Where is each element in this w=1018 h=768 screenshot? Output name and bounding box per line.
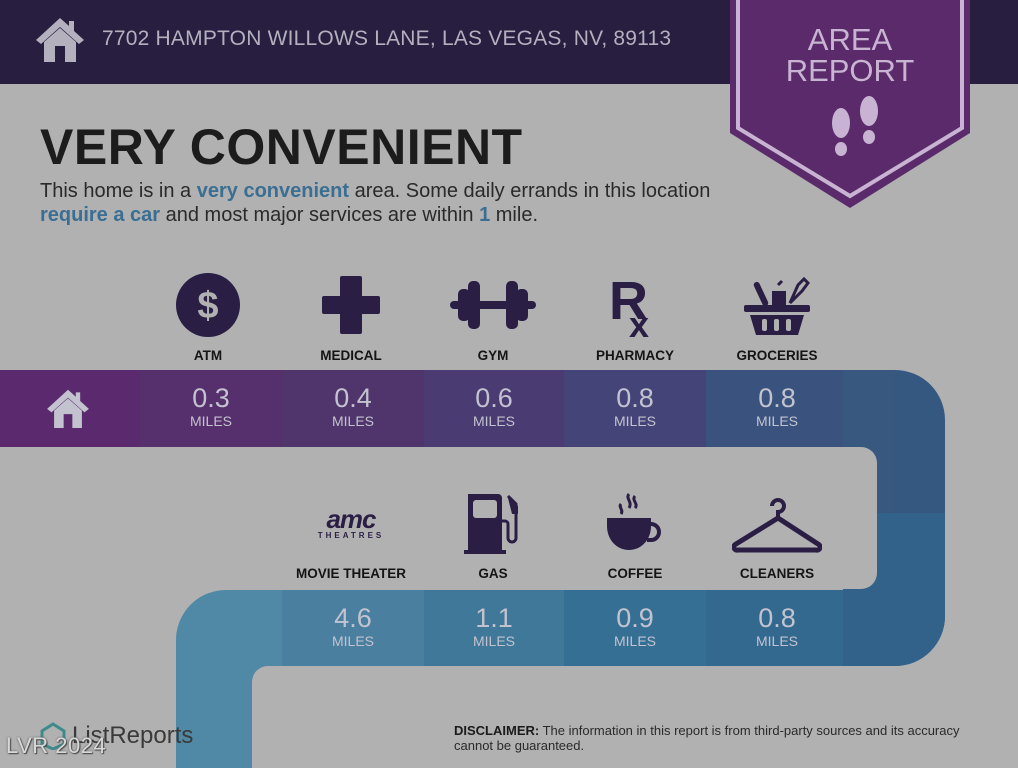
- coffee-cup-icon: [607, 492, 661, 550]
- category-coffee: COFFEE: [564, 488, 706, 581]
- watermark: LVR 2024: [6, 733, 107, 758]
- hanger-icon: [732, 498, 822, 553]
- rating-summary: This home is in a very convenient area. …: [40, 180, 711, 226]
- badge-shape: [730, 0, 970, 208]
- area-report-badge: AREA REPORT: [730, 0, 970, 210]
- medical-cross-icon: [322, 276, 380, 334]
- svg-text:x: x: [629, 304, 649, 337]
- distance-atm: 0.3 MILES: [189, 383, 232, 429]
- distance-gym: 0.6 MILES: [472, 383, 515, 429]
- home-marker-icon: [47, 389, 89, 428]
- property-address: 7702 HAMPTON WILLOWS LANE, LAS VEGAS, NV…: [102, 27, 672, 50]
- footprints-icon: [832, 96, 878, 156]
- distance-medical: 0.4 MILES: [331, 383, 374, 429]
- grocery-basket-icon: [744, 276, 810, 335]
- distance-movie-theater: 4.6 MILES: [331, 603, 374, 649]
- svg-text:$: $: [197, 285, 218, 327]
- distance-gas: 1.1 MILES: [472, 603, 515, 649]
- category-gym: GYM: [422, 270, 564, 363]
- badge-title: AREA REPORT: [785, 22, 915, 88]
- rx-icon: Rx: [609, 273, 649, 337]
- gas-pump-icon: [464, 494, 518, 554]
- category-movie-theater: amc THEATRES MOVIE THEATER: [280, 488, 422, 582]
- dollar-icon: $: [176, 273, 240, 337]
- home-icon: [36, 18, 84, 62]
- listreports-logo: ListReports: [40, 718, 193, 754]
- category-medical: MEDICAL: [280, 270, 422, 363]
- category-cleaners: CLEANERS: [706, 488, 848, 581]
- convenience-rating: VERY CONVENIENT: [40, 119, 523, 175]
- svg-text:R: R: [609, 273, 648, 331]
- distance-coffee: 0.9 MILES: [613, 603, 656, 649]
- disclaimer: DISCLAIMER: The information in this repo…: [454, 723, 960, 753]
- listreports-logo-icon: [40, 722, 66, 750]
- category-gas: GAS: [422, 488, 564, 581]
- distance-cleaners: 0.8 MILES: [755, 603, 798, 649]
- category-groceries: GROCERIES: [706, 270, 848, 363]
- distance-pharmacy: 0.8 MILES: [613, 383, 656, 429]
- amc-theatres-logo: amc THEATRES: [317, 503, 385, 540]
- category-atm: $ ATM: [137, 270, 279, 363]
- dumbbell-icon: [450, 281, 536, 329]
- distance-groceries: 0.8 MILES: [755, 383, 798, 429]
